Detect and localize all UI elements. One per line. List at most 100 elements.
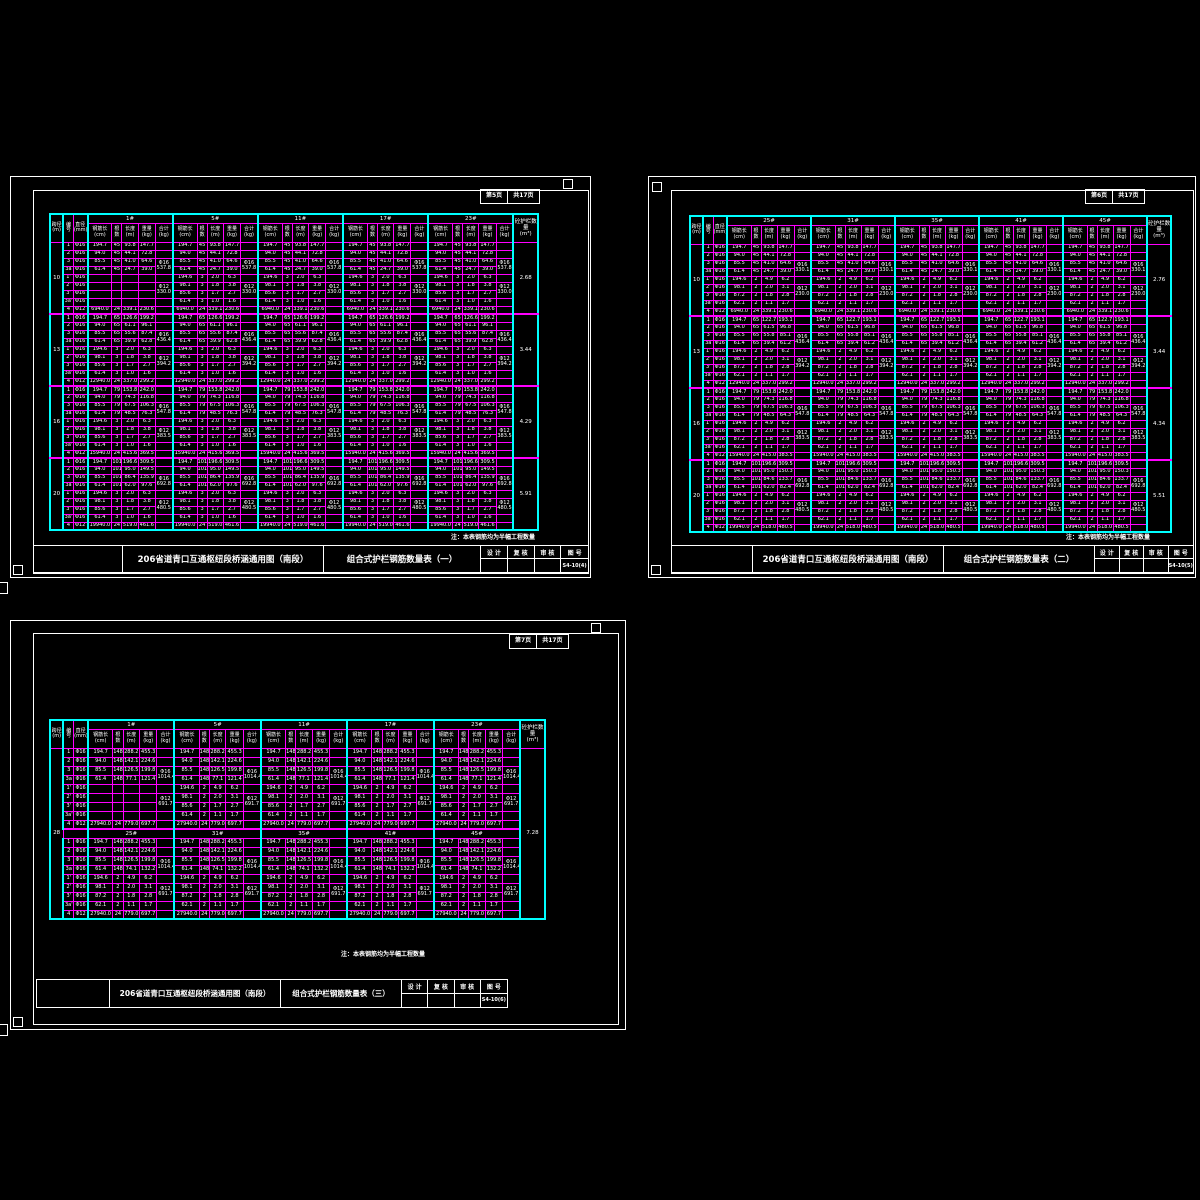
table-cell: 2.8 (776, 291, 795, 301)
subtotal-cell: Φ12 330.0 (495, 281, 514, 299)
table-cell (240, 241, 259, 251)
table-cell: 148 (457, 774, 470, 785)
table-cell: 94.0 (894, 395, 920, 405)
table-cell: 98.1 (432, 792, 459, 803)
bar-number: 3a' (702, 299, 714, 309)
table-cell: 61.5 (1012, 323, 1030, 333)
table-cell: 194.6 (171, 489, 198, 499)
table-cell: 41.0 (206, 257, 224, 267)
table-cell: 199.8 (311, 855, 331, 866)
table-cell: 480.5 (944, 523, 963, 533)
table-cell: 1.7 (1028, 515, 1047, 525)
table-cell: 61.4 (432, 774, 459, 785)
table-cell (1129, 371, 1148, 381)
table-cell: 2 (918, 291, 930, 301)
table-cell: 65 (366, 313, 379, 323)
table-cell: 45 (1002, 251, 1014, 261)
table-cell (325, 393, 344, 403)
table-cell: 61.4 (427, 513, 454, 523)
table-cell: 339.1 (291, 305, 310, 315)
table-cell: 65 (196, 313, 208, 323)
table-cell: 1.1 (208, 900, 227, 911)
table-cell: 12940.0 (810, 379, 836, 389)
sub-header: 钢筋长 (cm) (726, 224, 752, 245)
table-cell: 45 (281, 241, 293, 251)
table-cell: 2.8 (776, 507, 795, 517)
table-cell (154, 449, 174, 459)
table-cell: 39.4 (1096, 339, 1114, 349)
table-cell: 194.6 (171, 273, 198, 283)
table-cell: 61.4 (256, 441, 283, 451)
table-cell: 199.8 (311, 765, 331, 776)
table-cell: 2.0 (1012, 499, 1030, 509)
table-cell: 2.0 (928, 355, 946, 365)
table-cell: 779.0 (295, 819, 313, 830)
table-cell: 79 (1086, 395, 1098, 405)
table-cell: 1.8 (1012, 507, 1030, 517)
table-cell (877, 523, 896, 533)
table-cell: 1.8 (121, 353, 139, 363)
table-cell: 27940.0 (173, 909, 200, 920)
table-cell: 84.6 (928, 475, 946, 485)
table-cell (793, 307, 812, 317)
table-cell: 1.8 (928, 363, 946, 373)
bar-number: 1 (62, 313, 74, 323)
table-cell (111, 289, 123, 299)
table-cell: 3.1 (398, 792, 417, 803)
table-cell: 1.6 (393, 441, 412, 451)
table-cell: 194.7 (86, 385, 113, 395)
table-cell: 2 (918, 347, 930, 357)
table-cell: 39.0 (137, 265, 156, 275)
table-cell: 24 (285, 909, 297, 920)
subtotal-cell: Φ16 1014.4 (156, 765, 175, 785)
table-cell: 194.7 (259, 837, 287, 848)
table-cell: 2.8 (311, 891, 331, 902)
table-cell: 64.6 (222, 257, 242, 267)
table-cell (138, 783, 158, 794)
concrete-cell: 7.28 (519, 747, 546, 920)
table-cell: 147.7 (944, 243, 963, 253)
table-cell: 45 (366, 265, 379, 275)
subtotal-cell: Φ12 480.5 (877, 499, 896, 517)
table-cell: 79 (1002, 403, 1014, 413)
bar-diameter: Φ16 (72, 257, 89, 267)
subtotal-cell: Φ12 394.2 (495, 353, 514, 371)
table-cell: 98.1 (342, 497, 368, 507)
table-cell: 4.9 (1012, 491, 1030, 501)
bar-diameter: Φ16 (712, 443, 728, 453)
bar-number: 3a' (62, 297, 74, 307)
table-cell: 339.1 (760, 307, 778, 317)
table-cell: 4.9 (122, 873, 140, 884)
table-cell: 85.6 (342, 505, 368, 515)
table-cell: 98.1 (978, 283, 1004, 293)
table-cell: 133.7 (860, 475, 879, 485)
table-cell (793, 299, 812, 309)
bar-diameter: Φ12 (73, 909, 89, 920)
table-cell: 1.8 (377, 353, 395, 363)
table-cell: 148 (457, 864, 470, 875)
table-cell: 148 (371, 864, 383, 875)
table-cell: 135.9 (393, 473, 412, 483)
table-cell (156, 783, 175, 794)
table-cell: 461.6 (478, 521, 497, 531)
table-cell: 48.5 (377, 409, 395, 419)
table-cell: 2 (834, 299, 846, 309)
table-cell: 79 (834, 411, 846, 421)
table-cell: 65 (196, 321, 208, 331)
subtotal-cell: Φ16 547.8 (325, 401, 344, 419)
subtotal-cell: Φ12 383.5 (1045, 427, 1064, 445)
table-cell: 1.8 (844, 363, 862, 373)
group-header: 23# (432, 719, 521, 730)
table-cell: 45 (452, 265, 464, 275)
table-cell (1045, 371, 1064, 381)
table-cell: 62.8 (137, 337, 156, 347)
table-cell: 94.0 (427, 321, 454, 331)
table-cell: 2 (457, 882, 470, 893)
table-cell: 24 (452, 377, 464, 387)
table-cell: 85.5 (1062, 475, 1088, 485)
table-cell: 149.5 (222, 465, 242, 475)
bar-diameter: Φ16 (72, 473, 89, 483)
table-cell: 24 (196, 377, 208, 387)
sheet3-page-box: 第7页 共17页 (509, 634, 569, 649)
table-cell: 147.7 (137, 241, 156, 251)
